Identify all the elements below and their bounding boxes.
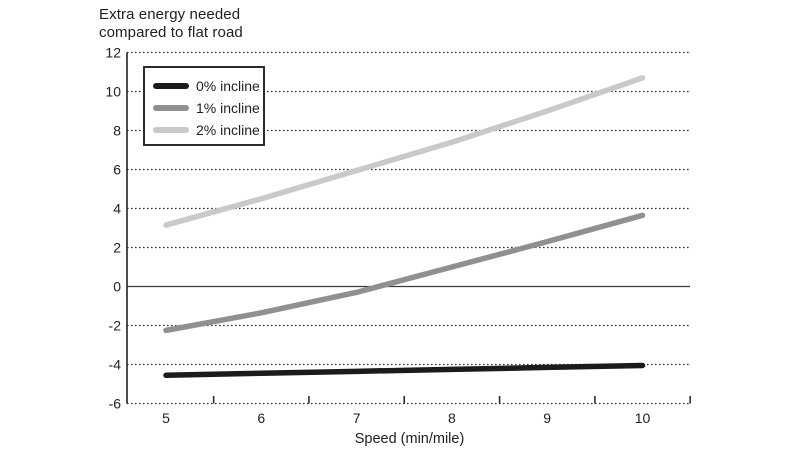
y-tick-label: -6 <box>109 396 122 412</box>
legend-line-swatch-0pct <box>153 83 189 89</box>
x-tick-label: 10 <box>635 410 651 426</box>
x-axis-title: Speed (min/mile) <box>355 431 465 447</box>
legend-item: 1% incline <box>153 97 263 119</box>
y-tick-label: 8 <box>113 123 121 139</box>
x-tick-label: 7 <box>353 410 361 426</box>
legend-item: 2% incline <box>153 119 263 141</box>
y-tick-label: -2 <box>109 318 122 334</box>
legend-label: 0% incline <box>196 78 260 94</box>
x-tick-label: 8 <box>448 410 456 426</box>
y-tick-label: 12 <box>105 45 121 61</box>
chart-title-line-2: compared to flat road <box>99 24 243 41</box>
y-tick-label: 2 <box>113 240 121 256</box>
y-tick-label: 10 <box>105 84 121 100</box>
legend-label: 1% incline <box>196 100 260 116</box>
series-line-0-incline <box>163 362 646 378</box>
legend-line-swatch-2pct <box>153 127 189 133</box>
chart-title: Extra energy needed compared to flat roa… <box>99 6 243 42</box>
x-tick-label: 9 <box>543 410 551 426</box>
series-line-2-incline <box>163 75 646 228</box>
x-tick-label: 5 <box>162 410 170 426</box>
legend: 0% incline 1% incline 2% incline <box>143 66 265 146</box>
legend-label: 2% incline <box>196 122 260 138</box>
y-tick-label: 4 <box>113 201 121 217</box>
legend-line-swatch-1pct <box>153 105 189 111</box>
y-tick-label: 6 <box>113 162 121 178</box>
series-line-1-incline <box>163 212 646 334</box>
y-tick-label: 0 <box>113 279 121 295</box>
legend-item: 0% incline <box>153 75 263 97</box>
chart-title-line-1: Extra energy needed <box>99 6 241 23</box>
x-tick-label: 6 <box>257 410 265 426</box>
y-tick-label: -4 <box>109 357 122 373</box>
